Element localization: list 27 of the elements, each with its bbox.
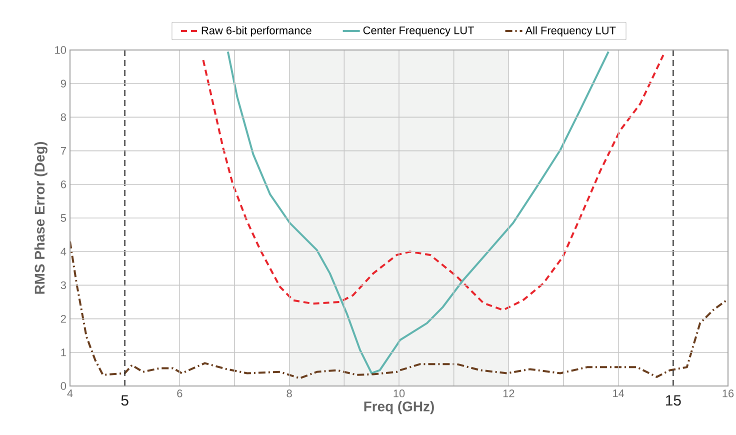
x-tick-label: 14	[613, 390, 624, 398]
y-tick-label: 3	[60, 281, 66, 290]
y-tick-label: 7	[60, 147, 66, 155]
legend-label: All Frequency LUT	[525, 26, 616, 37]
y-tick-label: 9	[60, 80, 66, 88]
x-tick-label: 8	[286, 390, 292, 398]
y-tick-label: 4	[60, 248, 66, 256]
y-tick-label: 6	[60, 180, 66, 188]
y-tick-label: 0	[60, 382, 66, 390]
ref-line-label: 5	[121, 395, 128, 406]
y-tick-label: 2	[60, 314, 66, 323]
legend-label: Raw 6-bit performance	[202, 26, 312, 37]
line-series	[202, 54, 664, 312]
x-tick-label: 6	[177, 390, 182, 398]
legend-label: Center Frequency LUT	[363, 26, 474, 36]
line-series	[226, 50, 610, 374]
x-tick-label: 4	[67, 390, 73, 398]
y-tick-label: 1	[61, 348, 66, 356]
x-axis-title: Freq (GHz)	[364, 401, 434, 414]
y-tick-label: 5	[60, 214, 66, 222]
y-tick-label: 10	[55, 46, 66, 54]
y-tick-label: 8	[60, 113, 66, 122]
x-tick-label: 16	[722, 390, 734, 398]
x-tick-label: 10	[394, 390, 405, 398]
y-axis-title: RMS Phase Error (Deg)	[34, 142, 48, 294]
x-tick-label: 12	[503, 390, 514, 398]
ref-line-label: 15	[666, 395, 681, 406]
